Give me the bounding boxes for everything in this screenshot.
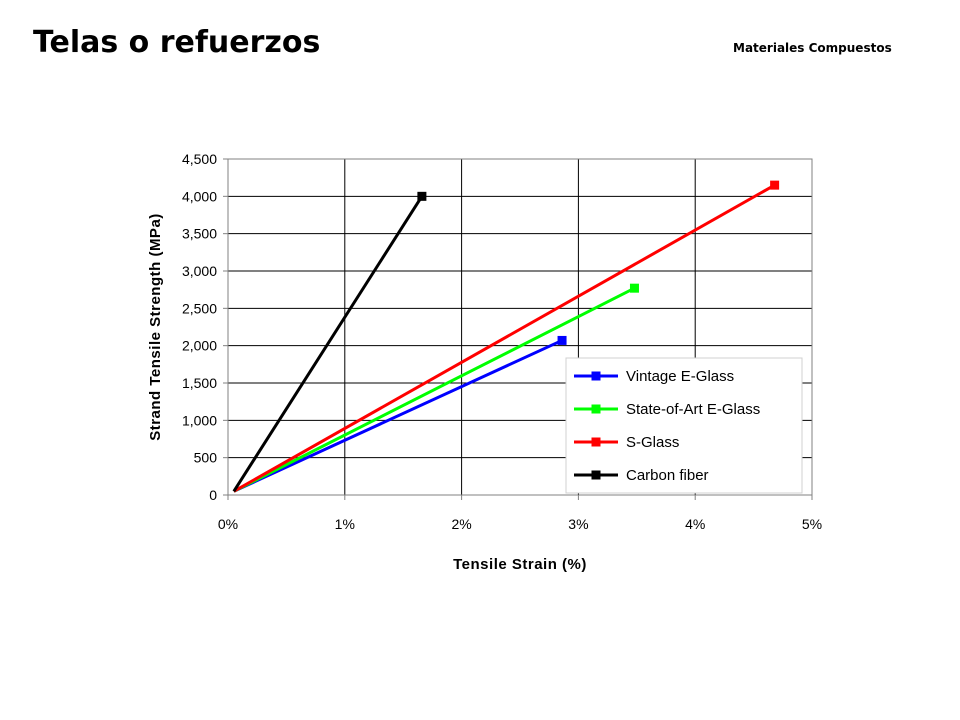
y-tick-label: 500 xyxy=(194,450,218,466)
x-tick-label: 1% xyxy=(335,516,355,532)
legend-swatch-marker xyxy=(591,404,601,414)
legend-label: Vintage E-Glass xyxy=(626,368,734,385)
y-tick-label: 2,000 xyxy=(182,338,217,354)
series-marker xyxy=(629,283,639,293)
slide-header: Materiales Compuestos xyxy=(733,41,892,55)
legend-swatch-marker xyxy=(591,371,601,381)
legend-swatch-marker xyxy=(591,437,601,447)
x-axis-title: Tensile Strain (%) xyxy=(453,556,587,573)
y-tick-label: 1,500 xyxy=(182,375,217,391)
series-marker xyxy=(557,335,567,345)
y-tick-label: 4,000 xyxy=(182,188,217,204)
series-2 xyxy=(233,180,780,493)
series-line xyxy=(233,339,563,493)
y-tick-label: 0 xyxy=(209,487,217,503)
y-tick-label: 1,000 xyxy=(182,412,217,428)
series-marker xyxy=(417,191,427,201)
series-1 xyxy=(233,283,639,493)
x-tick-label: 0% xyxy=(218,516,238,532)
legend-box xyxy=(565,357,803,494)
legend-swatch-marker xyxy=(591,470,601,480)
axis-layer: 0 500 1,000 1,500 2,000 2,500 3,000 3,500 4,000 4… xyxy=(182,151,822,532)
legend-label: S-Glass xyxy=(626,434,679,451)
legend-label: State-of-Art E-Glass xyxy=(626,401,760,418)
y-tick-label: 3,500 xyxy=(182,226,217,242)
x-tick-label: 5% xyxy=(802,516,822,532)
series-line xyxy=(232,195,424,493)
y-tick-label: 4,500 xyxy=(182,151,217,167)
y-axis-title: Strand Tensile Strength (MPa) xyxy=(147,213,164,441)
x-tick-label: 3% xyxy=(568,516,588,532)
x-tick-label: 4% xyxy=(685,516,705,532)
series-line xyxy=(233,183,776,493)
series-marker xyxy=(770,180,780,190)
y-tick-label: 2,500 xyxy=(182,300,217,316)
series-0 xyxy=(233,335,567,493)
series-layer xyxy=(232,180,780,493)
x-tick-label: 2% xyxy=(451,516,471,532)
slide-title: Telas o refuerzos xyxy=(33,25,321,60)
legend: Vintage E-Glass State-of-Art E-Glass S-Gla… xyxy=(565,357,803,494)
legend-label: Carbon fiber xyxy=(626,467,709,484)
plot-frame xyxy=(227,158,813,496)
series-3 xyxy=(232,191,427,493)
series-line xyxy=(233,286,636,493)
y-tick-label: 3,000 xyxy=(182,263,217,279)
